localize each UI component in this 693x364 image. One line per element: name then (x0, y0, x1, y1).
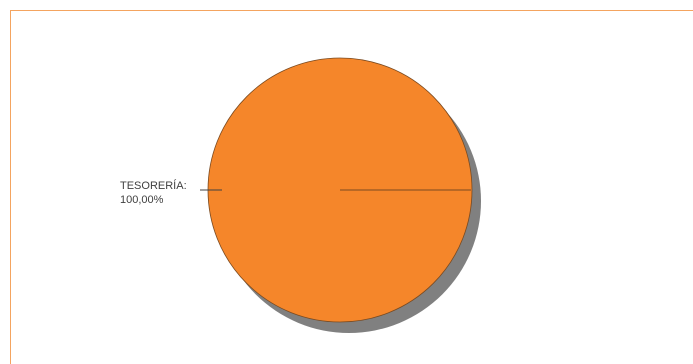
data-label-category: TESORERÍA: (120, 179, 187, 192)
data-label-percent: 100,00% (120, 194, 164, 206)
data-label: TESORERÍA: 100,00% (120, 179, 190, 206)
